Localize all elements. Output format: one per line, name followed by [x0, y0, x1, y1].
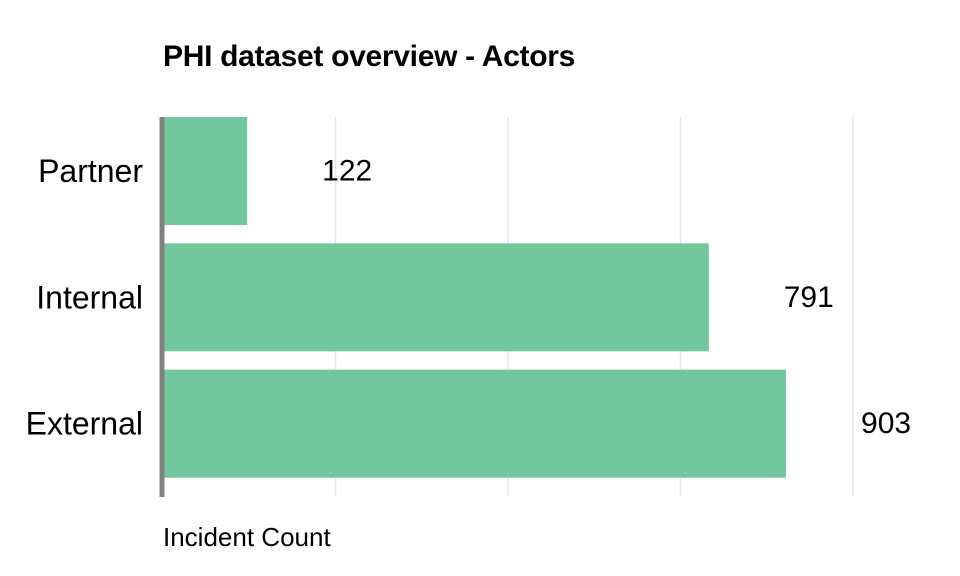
category-label-internal: Internal: [36, 279, 143, 315]
value-label-partner: 122: [322, 155, 372, 188]
value-label-external: 903: [861, 407, 911, 440]
bars: [163, 117, 787, 478]
x-axis-label: Incident Count: [163, 522, 331, 552]
category-label-partner: Partner: [38, 153, 143, 189]
labels: Partner 122 Internal 791 External 903: [26, 153, 911, 442]
value-label-internal: 791: [784, 281, 834, 314]
category-label-external: External: [26, 406, 143, 442]
bar-partner: [163, 117, 248, 225]
bar-external: [163, 369, 787, 478]
chart-title: PHI dataset overview - Actors: [163, 40, 576, 73]
bar-internal: [163, 243, 709, 352]
